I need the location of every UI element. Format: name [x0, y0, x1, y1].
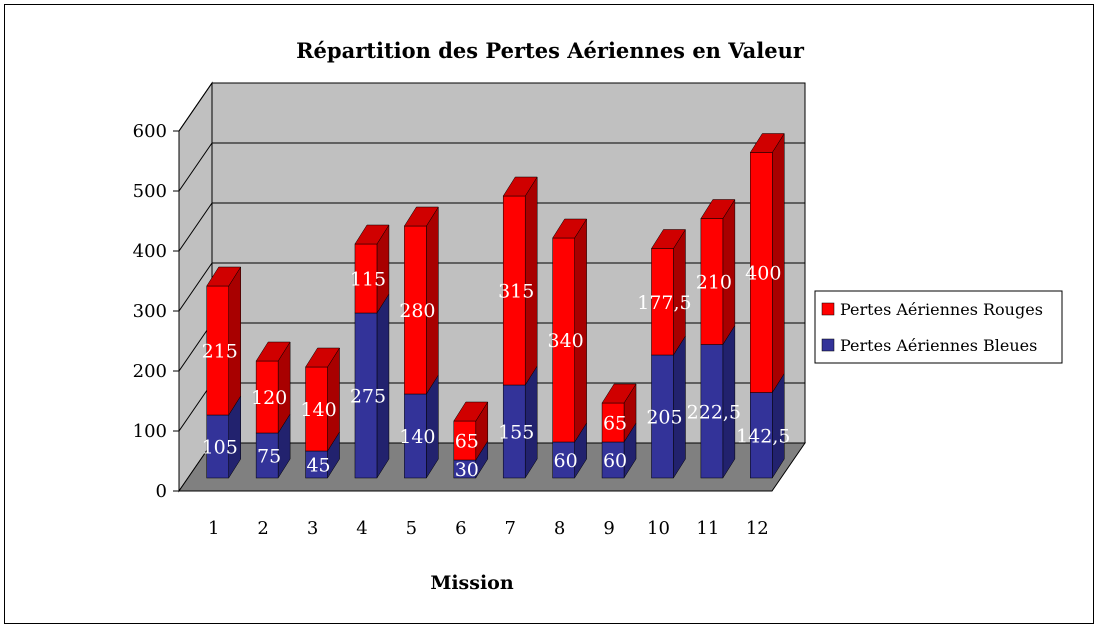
x-tick-label: 11	[696, 518, 719, 539]
y-tick-label: 600	[133, 121, 167, 142]
data-label: 115	[350, 269, 386, 291]
gridline-side	[178, 142, 213, 192]
data-label: 30	[455, 459, 479, 481]
data-label: 215	[202, 341, 238, 363]
bar-top	[502, 176, 538, 197]
bar-segment	[354, 293, 390, 479]
data-label: 280	[399, 300, 435, 322]
bar-top	[354, 224, 390, 245]
data-label: 140	[399, 426, 435, 448]
data-label: 45	[306, 455, 330, 477]
bar-top	[700, 199, 736, 219]
bar-top	[403, 206, 439, 227]
bar-segment	[354, 224, 390, 314]
bar-top	[305, 347, 340, 368]
gridline-side	[178, 82, 213, 132]
x-tick-label: 7	[504, 518, 515, 539]
bar-segment	[601, 383, 637, 443]
bar-segment	[700, 198, 736, 346]
bar-top	[255, 341, 291, 362]
bar-segment	[453, 401, 489, 461]
x-tick-label: 5	[406, 518, 417, 539]
gridline-side	[178, 202, 213, 252]
bar-segment	[651, 228, 686, 356]
gridline-side	[178, 262, 213, 312]
bar-segment	[206, 266, 242, 416]
bar-segment	[404, 374, 439, 479]
bar-top	[552, 218, 588, 239]
data-label: 142,5	[736, 425, 790, 447]
bar-segment	[403, 206, 439, 395]
x-tick-label: 12	[746, 518, 769, 539]
data-label: 315	[498, 281, 534, 303]
data-label: 60	[554, 450, 578, 472]
bar-segment	[750, 372, 785, 479]
bar-segment	[305, 347, 340, 452]
y-tick-label: 200	[133, 361, 167, 382]
data-label: 105	[202, 437, 238, 459]
y-tick-label: 300	[133, 301, 167, 322]
legend-label: Pertes Aériennes Rouges	[840, 300, 1043, 319]
data-labels: 105 215 75 120 45 140 275 115 140 280 30 65 155 315 60…	[202, 263, 791, 482]
data-label: 222,5	[687, 401, 741, 423]
bar-segment	[700, 324, 736, 479]
bar-segment	[305, 431, 340, 479]
data-label: 140	[300, 399, 336, 421]
bar-segment	[601, 422, 637, 479]
x-tick-label: 6	[455, 518, 466, 539]
x-tick-label: 9	[603, 518, 614, 539]
data-label: 120	[251, 387, 287, 409]
bar-segment	[552, 218, 588, 443]
data-label: 75	[257, 446, 281, 468]
y-tick-label: 400	[133, 241, 167, 262]
legend-label: Pertes Aériennes Bleues	[840, 336, 1037, 355]
x-tick-label: 2	[257, 518, 268, 539]
legend: Pertes Aériennes Rouges Pertes Aériennes …	[814, 290, 1063, 364]
data-label: 340	[547, 330, 583, 352]
bar-top	[206, 266, 242, 287]
chart-title: Répartition des Pertes Aériennes en Vale…	[296, 38, 805, 63]
y-axis-ticks: 0 100 200 300 400 500 600	[133, 121, 179, 502]
bar-top	[601, 383, 637, 404]
bar-top	[749, 133, 785, 153]
data-label: 65	[455, 431, 479, 453]
bars	[206, 132, 785, 479]
x-tick-label: 4	[356, 518, 367, 539]
x-tick-label: 8	[554, 518, 565, 539]
x-tick-label: 3	[307, 518, 318, 539]
legend-swatch	[821, 302, 835, 316]
x-tick-label: 10	[647, 518, 670, 539]
y-tick-label: 0	[156, 481, 167, 502]
bar-segment	[255, 341, 291, 434]
bar-segment	[502, 365, 538, 479]
legend-swatch	[821, 338, 835, 352]
bar-top	[651, 229, 686, 249]
bar-segment	[255, 413, 291, 479]
data-label: 210	[696, 272, 732, 294]
data-label: 275	[350, 386, 386, 408]
bar-segment	[206, 395, 241, 479]
x-tick-label: 1	[208, 518, 219, 539]
bar-segment	[749, 132, 785, 394]
data-label: 65	[603, 413, 627, 435]
data-label: 60	[603, 450, 627, 472]
x-axis-ticks: 1 2 3 4 5 6 7 8 9 10 11 12	[208, 518, 769, 539]
bar-top	[453, 401, 489, 422]
data-label: 205	[646, 407, 682, 429]
x-axis-title: Mission	[430, 572, 514, 594]
data-label: 177,5	[637, 292, 691, 314]
data-label: 155	[498, 422, 534, 444]
y-tick-label: 500	[133, 181, 167, 202]
bar-segment	[502, 176, 538, 386]
legend-box	[814, 290, 1063, 364]
y-tick-label: 100	[133, 421, 167, 442]
data-label: 400	[745, 263, 781, 285]
